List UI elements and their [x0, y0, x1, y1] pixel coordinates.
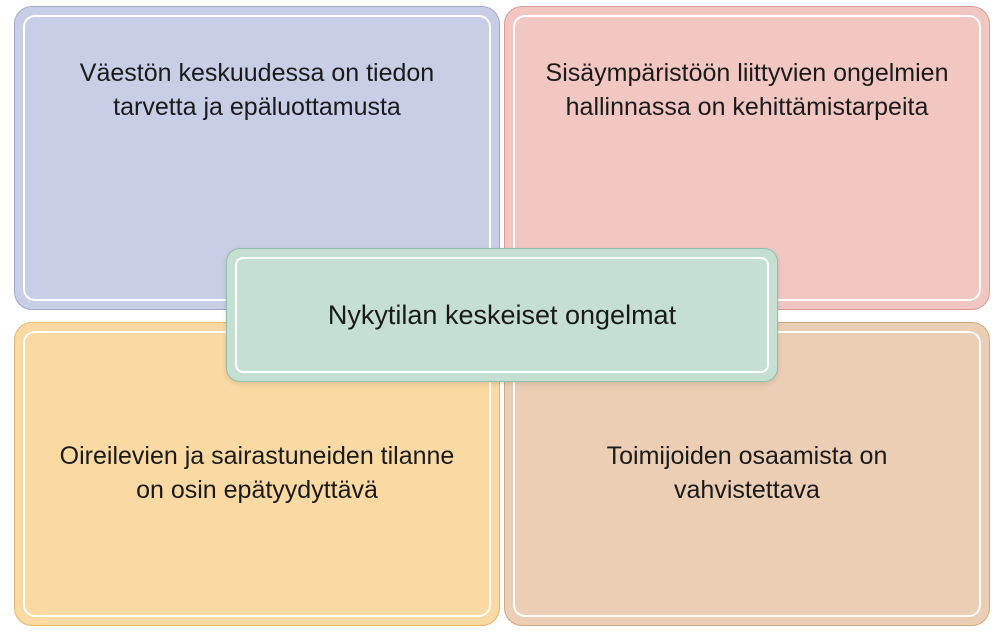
- quadrant-top-left-label: Väestön keskuudessa on tiedon tarvetta j…: [15, 7, 499, 125]
- diagram-canvas: Väestön keskuudessa on tiedon tarvetta j…: [0, 0, 1003, 634]
- center-label: Nykytilan keskeiset ongelmat: [328, 300, 676, 331]
- center-box: Nykytilan keskeiset ongelmat: [226, 248, 778, 382]
- quadrant-top-right-label: Sisäympäristöön liittyvien ongelmien hal…: [505, 7, 989, 125]
